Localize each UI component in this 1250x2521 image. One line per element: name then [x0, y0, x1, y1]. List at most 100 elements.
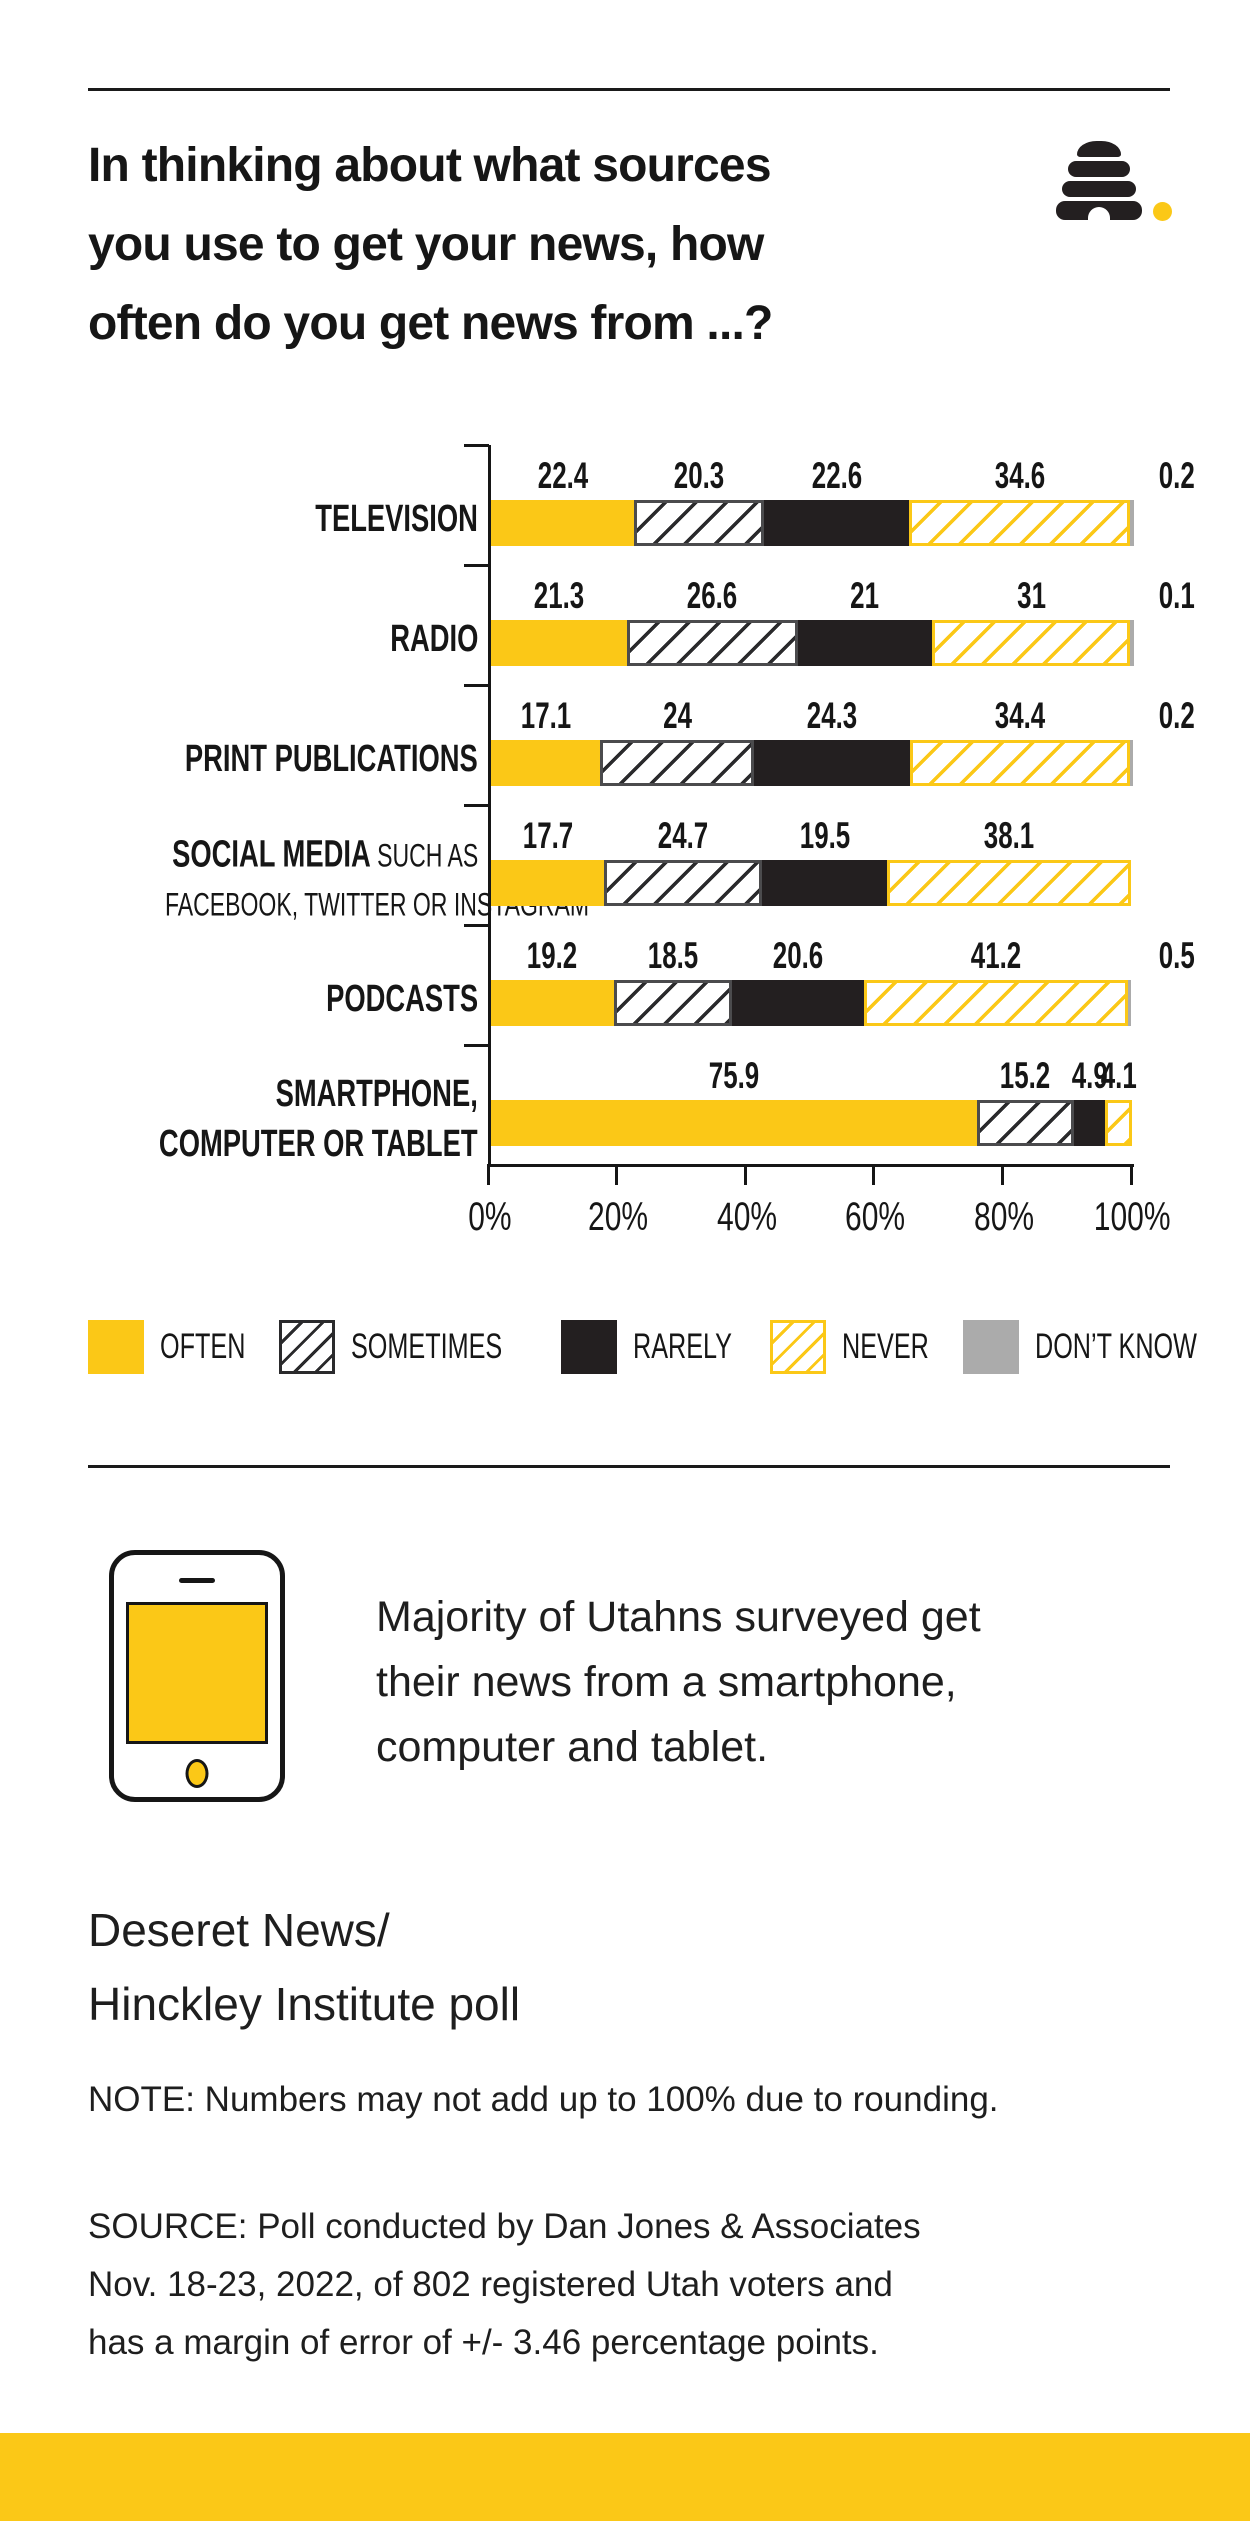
bar-segment-sometimes	[604, 860, 763, 906]
bar-segment-rarely	[797, 620, 932, 666]
category-label-text: PRINT PUBLICATIONS	[185, 738, 478, 788]
x-axis-label-text: 100%	[1094, 1195, 1171, 1239]
category-label-text: COMPUTER OR TABLET	[159, 1123, 478, 1173]
x-axis-tick	[615, 1164, 619, 1185]
stacked-bar	[491, 1100, 1132, 1146]
category-label: SMARTPHONE, COMPUTER OR TABLET	[0, 1073, 478, 1173]
page-title: In thinking about what sources you use t…	[88, 126, 773, 363]
bar-segment-sometimes	[634, 500, 765, 546]
chart-row: PODCASTS 19.2 18.5 20.6 41.2 0.5	[0, 925, 1250, 1045]
footer-yellow-bar	[0, 2433, 1250, 2521]
beehive-band-bottom	[1056, 201, 1142, 220]
category-label-text: TELEVISION	[315, 498, 478, 548]
title-line-3: often do you get news from ...?	[88, 297, 773, 350]
legend-label-text: OFTEN	[160, 1327, 246, 1366]
y-axis-tick	[464, 1044, 489, 1047]
category-label-line: PRINT PUBLICATIONS	[0, 738, 478, 788]
bar-segment-never	[1105, 1100, 1132, 1146]
phone-screen	[126, 1602, 268, 1744]
callout-line-2: their news from a smartphone,	[376, 1658, 957, 1706]
bar-segment-rarely	[1074, 1100, 1106, 1146]
category-label-line: PODCASTS	[0, 978, 478, 1028]
bar-value-text: 22.4	[537, 455, 588, 496]
beehive-band	[1062, 181, 1136, 197]
bar-value-text: 20.6	[772, 935, 824, 976]
logo-yellow-dot-icon	[1153, 202, 1172, 221]
stacked-bar-chart: TELEVISION 22.4 20.3 22.6 34.6 0.2 RADIO 21.3 26…	[0, 444, 1250, 1260]
attribution: Deseret News/ Hinckley Institute poll	[88, 1893, 520, 2041]
category-label-part: RADIO	[389, 618, 478, 660]
legend-label: RARELY	[633, 1327, 770, 1367]
legend-label-text: SOMETIMES	[350, 1327, 502, 1366]
x-axis-label-text: 0%	[467, 1195, 512, 1239]
x-axis-tick	[872, 1164, 876, 1185]
bar-segment-sometimes	[613, 980, 733, 1026]
source-line-1: SOURCE: Poll conducted by Dan Jones & As…	[88, 2207, 921, 2246]
y-axis-tick	[464, 684, 489, 687]
source-line-3: has a margin of error of +/- 3.46 percen…	[88, 2323, 879, 2362]
category-label: TELEVISION	[0, 498, 478, 548]
stacked-bar	[491, 860, 1131, 906]
category-label-part: SMARTPHONE,	[275, 1073, 478, 1115]
chart-row: RADIO 21.3 26.6 21 31 0.1	[0, 565, 1250, 685]
category-label-text: RADIO	[390, 618, 478, 668]
x-axis-label-text: 20%	[588, 1195, 649, 1239]
bar-value-text: 0.1	[1158, 575, 1196, 616]
deseret-news-beehive-logo	[1056, 140, 1178, 226]
bar-segment-sometimes	[976, 1100, 1075, 1146]
x-axis-label-text: 40%	[716, 1195, 777, 1239]
chart-row: TELEVISION 22.4 20.3 22.6 34.6 0.2	[0, 445, 1250, 565]
y-axis-line	[488, 445, 491, 1167]
category-label-line: SOCIAL MEDIA SUCH AS	[0, 834, 478, 884]
legend-swatch-solid-black	[560, 1320, 617, 1374]
title-line-1: In thinking about what sources	[88, 139, 772, 192]
bar-value-text: 24	[662, 695, 692, 736]
category-label-part: TELEVISION	[315, 498, 478, 540]
bar-value-labels: 21.3 26.6 21 31 0.1	[491, 565, 1195, 621]
legend: OFTEN SOMETIMES RARELY NEVER DON’T KNOW	[88, 1320, 1197, 1374]
x-axis-tick	[486, 1164, 490, 1185]
x-axis-tick	[1129, 1164, 1133, 1185]
bar-segment-dont-know	[1130, 500, 1134, 546]
category-label-part: SOCIAL MEDIA	[171, 833, 371, 876]
bar-value-text: 21.3	[533, 575, 585, 616]
bar-value-text: 4.9	[1071, 1055, 1108, 1096]
legend-label: SOMETIMES	[351, 1327, 561, 1367]
category-label-part: COMPUTER OR TABLET	[159, 1123, 478, 1165]
bar-segment-dont-know	[1127, 980, 1131, 1026]
y-axis-tick	[464, 444, 489, 447]
callout-text: Majority of Utahns surveyed get their ne…	[376, 1585, 981, 1780]
bar-segment-often	[491, 620, 628, 666]
chart-row: PRINT PUBLICATIONS 17.1 24 24.3 34.4 0.2	[0, 685, 1250, 805]
legend-item: DON’T KNOW	[962, 1320, 1250, 1374]
y-axis-tick	[464, 804, 489, 807]
bar-value-text: 0.2	[1158, 695, 1196, 736]
bar-value-text: 18.5	[647, 935, 699, 976]
legend-label-text: DON’T KNOW	[1034, 1327, 1197, 1366]
x-axis-label-text: 60%	[845, 1195, 906, 1239]
bar-value-text: 15.2	[1000, 1055, 1051, 1096]
bar-value-text: 17.7	[522, 815, 573, 856]
source-text: SOURCE: Poll conducted by Dan Jones & As…	[88, 2198, 921, 2372]
divider-top	[88, 88, 1170, 91]
chart-rows: TELEVISION 22.4 20.3 22.6 34.6 0.2 RADIO 21.3 26…	[0, 445, 1250, 1165]
category-label-line: RADIO	[0, 618, 478, 668]
bar-value-text: 19.2	[527, 935, 578, 976]
x-axis-line	[488, 1164, 1134, 1167]
title-line-2: you use to get your news, how	[88, 218, 764, 271]
bar-segment-sometimes	[600, 740, 755, 786]
bar-value-labels: 22.4 20.3 22.6 34.6 0.2	[491, 445, 1195, 501]
bar-value-text: 20.3	[674, 455, 725, 496]
bar-segment-often	[491, 1100, 977, 1146]
x-axis-tick	[743, 1164, 747, 1185]
legend-swatch-solid-gray	[962, 1320, 1019, 1374]
bar-value-text: 24.7	[658, 815, 709, 856]
legend-swatch-hatch-yellow	[770, 1320, 827, 1374]
category-label: PRINT PUBLICATIONS	[0, 738, 478, 788]
category-label: SOCIAL MEDIA SUCH AS FACEBOOK, TWITTER OR…	[0, 834, 589, 933]
callout-line-1: Majority of Utahns surveyed get	[376, 1593, 981, 1641]
bar-value-labels: 19.2 18.5 20.6 41.2 0.5	[491, 925, 1195, 981]
bar-segment-often	[491, 740, 601, 786]
bar-value-text: 0.2	[1158, 455, 1196, 496]
